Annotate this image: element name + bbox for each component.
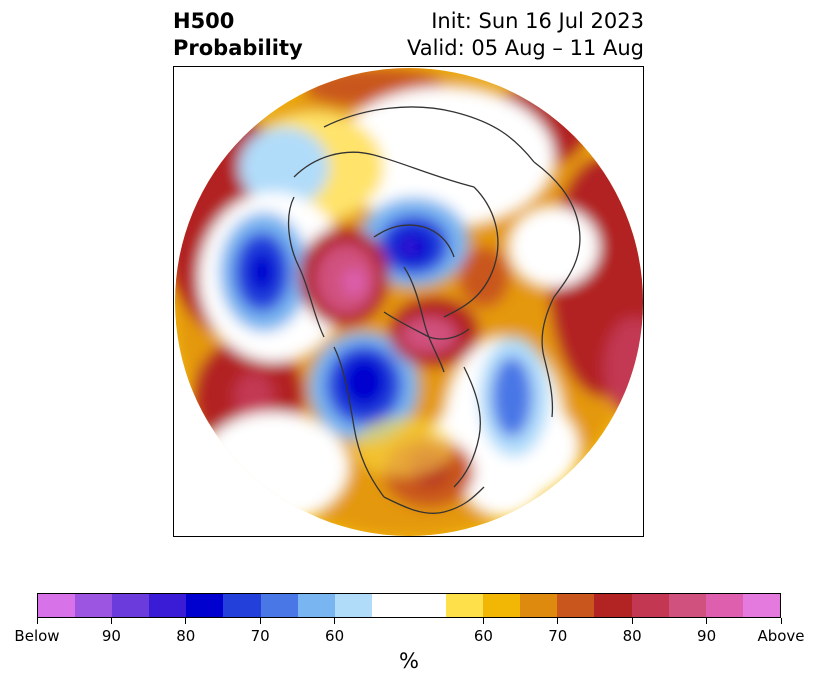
colorbar-tick	[185, 618, 187, 624]
variable-title: H500	[173, 9, 235, 33]
colorbar-segment-above	[483, 594, 521, 617]
colorbar-unit-label: %	[399, 649, 419, 673]
title-block-right: Init: Sun 16 Jul 2023 Valid: 05 Aug – 11…	[407, 8, 644, 62]
coastlines	[287, 106, 581, 514]
colorbar-tick	[36, 618, 38, 624]
colorbar-tick	[259, 618, 261, 624]
colorbar-segment-above	[446, 594, 484, 617]
colorbar-segment-above	[705, 594, 743, 617]
init-date-label: Init: Sun 16 Jul 2023	[431, 9, 644, 33]
colorbar-segment-above	[557, 594, 595, 617]
colorbar-segment-below	[334, 594, 372, 617]
colorbar	[37, 593, 781, 618]
colorbar-tick	[706, 618, 708, 624]
colorbar-segment-below	[75, 594, 113, 617]
colorbar-tick-label: 90	[101, 627, 121, 645]
colorbar-segment-above	[520, 594, 558, 617]
colorbar-tick-label: 70	[250, 627, 270, 645]
colorbar-segment-below	[38, 594, 76, 617]
colorbar-tick-label: 90	[697, 627, 717, 645]
colorbar-segment-below	[297, 594, 335, 617]
colorbar-tick	[110, 618, 112, 624]
colorbar-segment-below	[260, 594, 298, 617]
colorbar-tick	[780, 618, 782, 624]
colorbar-tick-label: 60	[473, 627, 493, 645]
probability-map	[175, 68, 643, 536]
colorbar-tick	[631, 618, 633, 624]
variable-subtitle: Probability	[173, 36, 303, 60]
colorbar-segment-below	[112, 594, 150, 617]
colorbar-segment-neutral	[371, 594, 447, 617]
valid-range-label: Valid: 05 Aug – 11 Aug	[406, 36, 644, 60]
colorbar-segment-above	[742, 594, 780, 617]
colorbar-segment-above	[631, 594, 669, 617]
colorbar-segment-above	[594, 594, 632, 617]
probability-field	[175, 68, 643, 536]
title-block-left: H500 Probability	[173, 8, 303, 62]
colorbar-tick-label: 80	[622, 627, 642, 645]
colorbar-segment-below	[186, 594, 224, 617]
colorbar-tick-label: Below	[14, 627, 60, 645]
colorbar-segment-below	[149, 594, 187, 617]
colorbar-tick	[557, 618, 559, 624]
colorbar-tick	[334, 618, 336, 624]
colorbar-tick-label: Above	[757, 627, 805, 645]
colorbar-tick	[482, 618, 484, 624]
map-panel	[173, 66, 644, 537]
colorbar-tick-label: 70	[548, 627, 568, 645]
colorbar-segment-above	[668, 594, 706, 617]
colorbar-tick-label: 60	[325, 627, 345, 645]
colorbar-tick-label: 80	[176, 627, 196, 645]
colorbar-segment-below	[223, 594, 261, 617]
